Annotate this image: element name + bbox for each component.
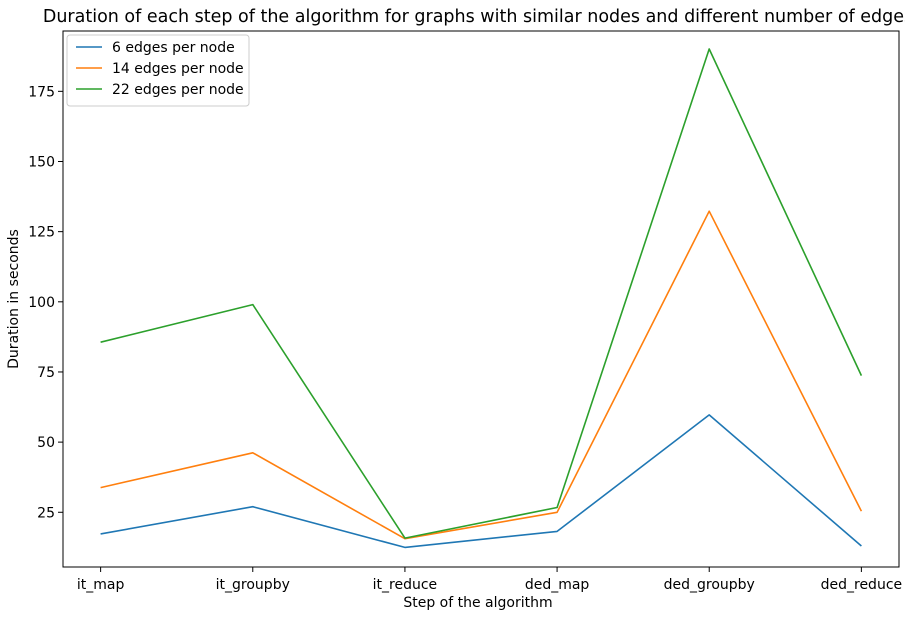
y-tick-label: 125 <box>28 225 55 241</box>
plot-frame <box>62 30 900 568</box>
legend-label-1: 6 edges per node <box>112 40 235 56</box>
x-axis-label: Step of the algorithm <box>403 595 552 611</box>
chart-title: Duration of each step of the algorithm f… <box>43 7 905 27</box>
x-tick-label: ded_reduce <box>821 577 903 593</box>
y-tick-label: 75 <box>37 365 55 381</box>
legend: 6 edges per node 14 edges per node 22 edge… <box>66 34 250 107</box>
series-line-2 <box>100 210 863 540</box>
y-axis-label: Duration in seconds <box>6 229 22 369</box>
y-tick-label: 150 <box>28 154 55 170</box>
legend-box <box>66 34 250 107</box>
series-line-3 <box>100 48 863 539</box>
y-tick-label: 175 <box>28 84 55 100</box>
x-tick-label: ded_map <box>525 577 590 593</box>
x-tick-label: it_map <box>77 577 125 593</box>
series-line-1 <box>100 414 862 549</box>
y-tick-label: 25 <box>37 505 55 521</box>
plot-area: 25 50 75 100 125 150 175 it_map it_groupby it_red… <box>28 30 903 593</box>
x-tick-label: it_reduce <box>373 577 438 593</box>
legend-label-2: 14 edges per node <box>112 61 244 77</box>
x-tick-label: ded_groupby <box>664 577 755 593</box>
y-tick-label: 50 <box>37 435 55 451</box>
legend-label-3: 22 edges per node <box>112 82 244 98</box>
x-tick-label: it_groupby <box>216 577 290 593</box>
y-tick-label: 100 <box>28 295 55 311</box>
